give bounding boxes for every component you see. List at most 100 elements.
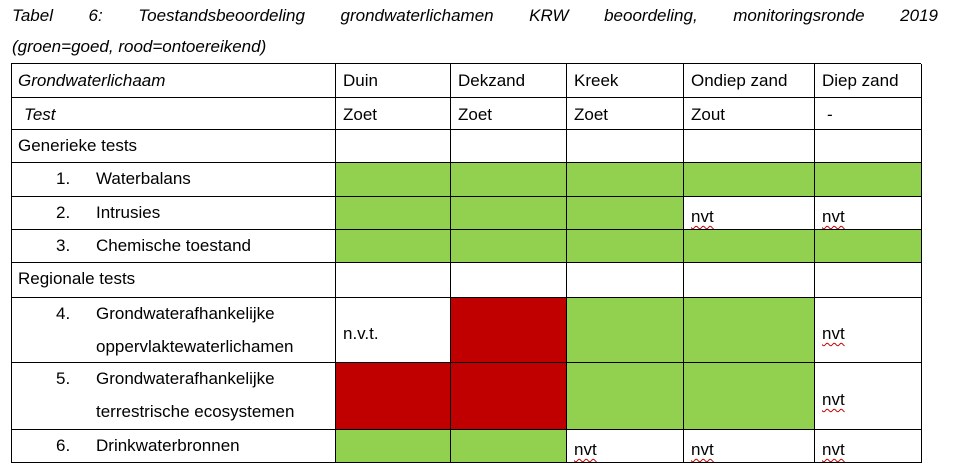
status-cell: nvt: [815, 298, 922, 363]
header-cell: Dekzand: [451, 64, 567, 98]
status-cell: [684, 230, 815, 263]
status-cell: [336, 263, 451, 298]
status-cell: [336, 163, 451, 197]
row-label: Intrusies: [96, 203, 161, 222]
column-label: Dekzand: [458, 71, 526, 90]
status-cell: nvt: [815, 197, 922, 230]
row-number: 6.: [56, 436, 71, 455]
status-cell: nvt: [567, 430, 684, 463]
row-label: Chemische toestand: [96, 236, 251, 255]
status-cell: nvt: [815, 430, 922, 463]
status-cell: [336, 230, 451, 263]
status-cell: nvt: [684, 197, 815, 230]
row-label-cell: 1. Waterbalans: [12, 163, 336, 197]
row-number: 3.: [56, 236, 71, 255]
status-cell: [567, 130, 684, 163]
status-cell: [451, 230, 567, 263]
status-cell: [567, 363, 684, 430]
header-cell: Diep zand: [815, 64, 922, 98]
row-label-cell: Generieke tests: [12, 130, 336, 163]
section-label: Generieke tests: [18, 136, 138, 155]
row-label-cell: Regionale tests: [12, 263, 336, 298]
caption-line: (groen=goed, rood=ontoereikend): [12, 37, 267, 56]
status-cell: [815, 163, 922, 197]
status-cell: [684, 263, 815, 298]
header-cell: Zoet: [451, 98, 567, 130]
status-cell: [451, 430, 567, 463]
cell-text: n.v.t.: [343, 324, 379, 343]
header-cell: -: [815, 98, 922, 130]
cell-text: nvt: [691, 207, 714, 226]
section-label: Regionale tests: [18, 269, 136, 288]
row-label-cell: 4. Grondwaterafhankelijke oppervlaktewater…: [12, 298, 336, 363]
row-label: Drinkwaterbronnen: [96, 436, 240, 455]
status-cell: [451, 363, 567, 430]
header-cell: Zoet: [567, 98, 684, 130]
row-label-cell: 6. Drinkwaterbronnen: [12, 430, 336, 463]
status-cell: [336, 363, 451, 430]
status-cell: [815, 130, 922, 163]
row-label: oppervlaktewaterlichamen: [96, 337, 294, 356]
header-label: Grondwaterlichaam: [18, 71, 166, 90]
row-number: 2.: [56, 203, 71, 222]
status-cell: [451, 130, 567, 163]
status-cell: [567, 197, 684, 230]
column-label: Zout: [691, 105, 726, 124]
status-cell: [451, 197, 567, 230]
header-cell: Grondwaterlichaam: [12, 64, 336, 98]
status-cell: [815, 263, 922, 298]
status-cell: [451, 263, 567, 298]
header-cell: Zoet: [336, 98, 451, 130]
row-label: Grondwaterafhankelijke: [96, 304, 275, 323]
status-cell: [684, 130, 815, 163]
status-cell: [815, 230, 922, 263]
status-cell: [567, 298, 684, 363]
status-cell: [336, 430, 451, 463]
column-label: Zoet: [343, 105, 378, 124]
status-cell: [567, 163, 684, 197]
column-label: Duin: [343, 71, 378, 90]
cell-text: nvt: [822, 207, 845, 226]
row-label: Grondwaterafhankelijke: [96, 369, 275, 388]
column-label: -: [827, 105, 833, 124]
status-cell: [567, 230, 684, 263]
caption-line: Tabel 6: Toestandsbeoordeling grondwater…: [12, 6, 938, 25]
header-cell: Duin: [336, 64, 451, 98]
row-number: 5.: [56, 369, 71, 388]
column-label: Ondiep zand: [691, 71, 788, 90]
status-cell: [451, 298, 567, 363]
status-cell: [451, 163, 567, 197]
cell-text: nvt: [574, 440, 597, 459]
column-label: Zoet: [574, 105, 609, 124]
header-cell: Ondiep zand: [684, 64, 815, 98]
cell-text: nvt: [822, 324, 845, 343]
row-number: 4.: [56, 304, 71, 323]
row-label: Waterbalans: [96, 169, 191, 188]
table: Grondwaterlichaam Duin Dekzand Kreek Ondiep …: [11, 63, 922, 463]
cell-text: nvt: [822, 390, 845, 409]
status-cell: [567, 263, 684, 298]
status-cell: [684, 363, 815, 430]
row-label: terrestrische ecosystemen: [96, 402, 295, 421]
column-label: Diep zand: [822, 71, 899, 90]
row-label-cell: 5. Grondwaterafhankelijke terrestrische ec…: [12, 363, 336, 430]
status-cell: [336, 197, 451, 230]
cell-text: nvt: [822, 440, 845, 459]
status-cell: [336, 130, 451, 163]
header-label: Test: [24, 105, 56, 124]
status-cell: nvt: [815, 363, 922, 430]
cell-text: nvt: [691, 440, 714, 459]
status-cell: n.v.t.: [336, 298, 451, 363]
header-cell: Kreek: [567, 64, 684, 98]
column-label: Zoet: [458, 105, 493, 124]
row-number: 1.: [56, 169, 71, 188]
header-cell: Test: [12, 98, 336, 130]
column-label: Kreek: [574, 71, 619, 90]
row-label-cell: 2. Intrusies: [12, 197, 336, 230]
status-cell: nvt: [684, 430, 815, 463]
header-cell: Zout: [684, 98, 815, 130]
row-label-cell: 3. Chemische toestand: [12, 230, 336, 263]
status-cell: [684, 163, 815, 197]
status-cell: [684, 298, 815, 363]
